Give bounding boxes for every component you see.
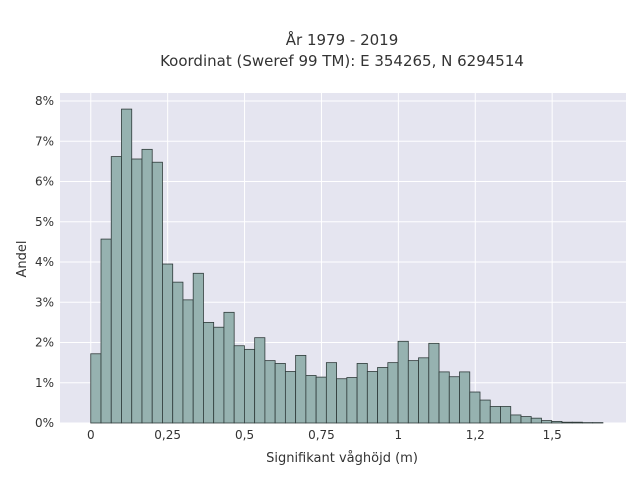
histogram-bar (561, 421, 573, 424)
histogram-bar (428, 342, 440, 424)
histogram-bar (489, 406, 501, 424)
histogram-bar (192, 272, 204, 424)
histogram-bar (121, 108, 133, 424)
y-axis-label: Andel (15, 241, 30, 278)
x-axis-label: Signifikant våghöjd (m) (266, 451, 418, 466)
histogram-bar (418, 357, 430, 424)
histogram-bar (469, 391, 481, 424)
histogram-bar (346, 377, 358, 424)
histogram-bar (377, 367, 389, 424)
histogram-bar (151, 161, 163, 424)
y-tick-labels: 0% 1% 2% 3% 4% 5% 6% 7% 8% (35, 94, 54, 430)
histogram-bar (387, 362, 399, 424)
histogram-bar (203, 321, 215, 424)
histogram-bar (264, 360, 276, 424)
histogram-bar (500, 406, 512, 424)
y-tick-label: 4% (35, 255, 54, 269)
x-tick-label: 1,5 (543, 428, 562, 442)
histogram-bar (233, 345, 245, 424)
histogram-bar (100, 238, 112, 424)
histogram-bar (254, 337, 266, 424)
histogram-bar (551, 420, 563, 424)
y-tick-label: 8% (35, 94, 54, 108)
histogram-bar (244, 348, 256, 424)
histogram-bar (438, 371, 450, 424)
histogram-bar (131, 158, 143, 424)
histogram-bar (571, 421, 583, 424)
y-tick-label: 7% (35, 134, 54, 148)
histogram-bar (459, 371, 471, 424)
histogram-bar (274, 363, 286, 424)
histogram-bar (510, 414, 522, 424)
y-tick-label: 5% (35, 215, 54, 229)
histogram-bar (325, 362, 338, 424)
histogram-bar (356, 363, 368, 424)
x-tick-label: 0,25 (154, 428, 181, 442)
histogram-bar (448, 376, 460, 424)
histogram-bar (223, 311, 235, 424)
y-tick-label: 0% (35, 416, 54, 430)
histogram-bar (305, 375, 317, 424)
x-tick-label: 0 (87, 428, 95, 442)
histogram-bar (479, 399, 491, 424)
x-tick-label: 1,2 (466, 428, 485, 442)
histogram-bars (90, 108, 604, 424)
y-tick-label: 3% (35, 295, 54, 309)
histogram-bar (315, 376, 327, 424)
histogram-bar (397, 340, 409, 424)
y-tick-label: 2% (35, 336, 54, 350)
chart-title-line1: År 1979 - 2019 (286, 30, 399, 49)
histogram-bar (110, 156, 122, 424)
histogram-bar (172, 281, 184, 424)
y-tick-label: 1% (35, 376, 54, 390)
histogram-bar (141, 148, 153, 424)
histogram-bar (541, 420, 553, 424)
histogram-bar (213, 326, 225, 424)
histogram-bar (530, 417, 542, 424)
histogram-bar (90, 353, 102, 424)
histogram-bar (366, 371, 378, 424)
histogram-bar (520, 416, 532, 424)
y-tick-label: 6% (35, 175, 54, 189)
x-tick-label: 0,5 (235, 428, 254, 442)
chart-title-line2: Koordinat (Sweref 99 TM): E 354265, N 62… (160, 52, 524, 70)
histogram-bar (336, 378, 348, 424)
histogram-bar (284, 371, 297, 424)
histogram-bar (407, 360, 419, 424)
histogram-bar (295, 354, 307, 424)
x-tick-label: 1 (395, 428, 403, 442)
x-tick-label: 0,75 (308, 428, 335, 442)
x-tick-labels: 0 0,25 0,5 0,75 1 1,2 1,5 (87, 428, 562, 442)
histogram-bar (162, 263, 174, 424)
histogram-bar (182, 299, 194, 424)
